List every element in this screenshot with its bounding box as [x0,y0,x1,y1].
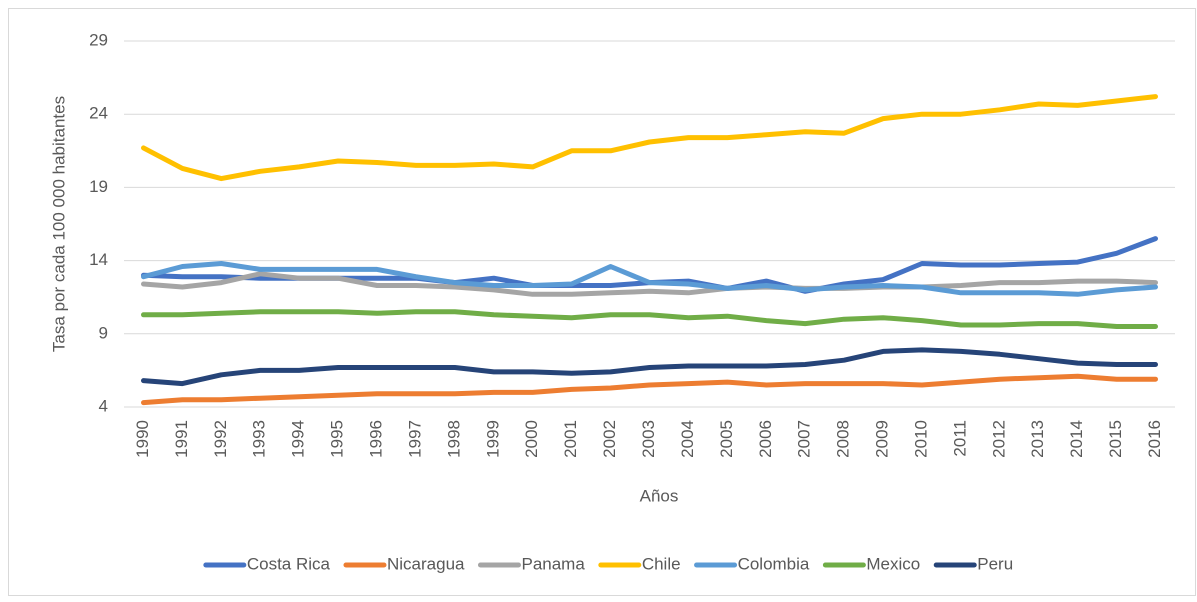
x-tick-label: 2006 [756,420,775,458]
y-tick-label: 19 [89,177,108,196]
x-axis-title: Años [640,486,679,505]
x-tick-label: 1992 [211,420,230,458]
x-tick-label: 2004 [678,420,697,458]
y-tick-label: 24 [89,104,108,123]
y-tick-label: 4 [99,396,108,415]
y-tick-label: 14 [89,250,108,269]
x-tick-label: 2015 [1106,420,1125,458]
x-tick-label: 2008 [834,420,853,458]
x-tick-label: 1995 [328,420,347,458]
x-tick-label: 1999 [483,420,502,458]
series-line [141,347,1158,387]
legend-label: Panama [521,554,585,573]
x-tick-label: 2007 [795,420,814,458]
x-tick-label: 2013 [1028,420,1047,458]
series-line [141,271,1158,297]
legend-label: Costa Rica [247,554,331,573]
x-tick-label: 2012 [989,420,1008,458]
series-line [141,94,1158,182]
x-tick-label: 1997 [405,420,424,458]
y-tick-label: 29 [89,30,108,49]
legend-label: Nicaragua [387,554,465,573]
legend-label: Colombia [738,554,810,573]
legend-label: Chile [642,554,681,573]
x-tick-label: 2016 [1145,420,1164,458]
x-tick-label: 1993 [250,420,269,458]
x-tick-label: 2005 [717,420,736,458]
y-axis-title: Tasa por cada 100 000 habitantes [49,96,68,352]
x-tick-label: 1996 [367,420,386,458]
chart-border [8,8,1196,596]
x-tick-label: 2009 [873,420,892,458]
series-line [141,309,1158,329]
x-tick-label: 2014 [1067,420,1086,458]
y-tick-label: 9 [99,323,108,342]
legend-label: Mexico [866,554,920,573]
x-tick-label: 1998 [444,420,463,458]
series-line [141,261,1158,297]
x-tick-label: 2002 [600,420,619,458]
series-line [141,373,1158,406]
x-tick-label: 1991 [172,420,191,458]
x-tick-label: 2011 [950,420,969,457]
x-tick-label: 2001 [561,420,580,458]
x-tick-label: 2000 [522,420,541,458]
x-tick-label: 2003 [639,420,658,458]
x-tick-label: 1990 [133,420,152,458]
x-tick-label: 1994 [289,420,308,458]
x-tick-label: 2010 [911,420,930,458]
legend-label: Peru [977,554,1013,573]
